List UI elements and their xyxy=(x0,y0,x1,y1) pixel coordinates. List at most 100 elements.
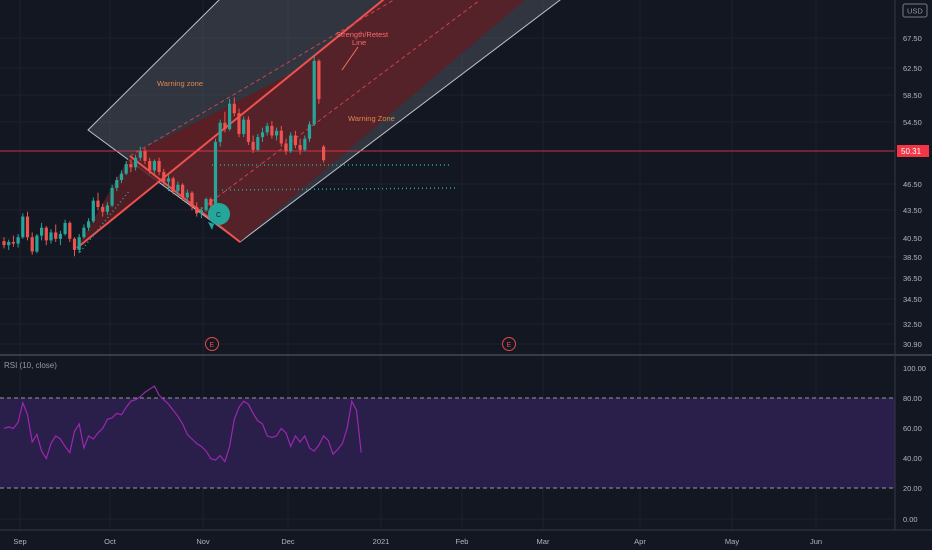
candle xyxy=(25,211,30,241)
time-tick: May xyxy=(725,537,739,546)
price-tick: 34.50 xyxy=(903,295,922,304)
candle xyxy=(101,203,105,217)
candle xyxy=(148,157,152,174)
candle xyxy=(213,138,218,208)
candle xyxy=(256,133,260,152)
candle xyxy=(190,191,194,211)
channel-mid-dashed xyxy=(129,0,395,157)
candle xyxy=(82,224,86,239)
candle xyxy=(40,222,44,241)
candle xyxy=(218,119,222,147)
rsi-axis[interactable]: 100.00 80.00 60.00 40.00 20.00 0.00 xyxy=(903,364,926,524)
candle xyxy=(251,135,255,153)
candle xyxy=(96,192,100,211)
candle xyxy=(270,121,274,139)
rsi-tick: 20.00 xyxy=(903,484,922,493)
rsi-line xyxy=(3,385,362,463)
candle xyxy=(68,221,72,242)
candle xyxy=(246,116,250,146)
circle-marker-label: C xyxy=(216,212,221,219)
candle xyxy=(322,145,326,163)
candle xyxy=(307,121,312,142)
candle xyxy=(275,127,279,141)
price-tick: 62.50 xyxy=(903,64,922,73)
price-axis[interactable]: 67.5062.5058.5054.5050.5046.5043.5040.50… xyxy=(903,34,922,349)
time-tick: Sep xyxy=(13,537,26,546)
rsi-pane: RSI (10, close) xyxy=(0,361,895,489)
time-tick: Dec xyxy=(281,537,295,546)
candle xyxy=(143,148,147,165)
regression-channel-lower xyxy=(130,0,525,242)
candle xyxy=(199,207,203,219)
time-tick: 2021 xyxy=(373,537,390,546)
candle xyxy=(129,159,133,173)
candle xyxy=(176,181,180,196)
candle xyxy=(35,234,39,254)
candle xyxy=(317,59,321,104)
candle xyxy=(228,98,232,131)
candle xyxy=(162,168,166,185)
price-tick: 30.90 xyxy=(903,340,922,349)
candle xyxy=(110,184,114,208)
candle xyxy=(284,138,288,155)
price-tick: 58.50 xyxy=(903,91,922,100)
time-tick: Jun xyxy=(810,537,822,546)
rsi-tick: 40.00 xyxy=(903,454,922,463)
candle xyxy=(44,226,48,246)
time-axis[interactable]: Sep Oct Nov Dec 2021 Feb Mar Apr May Jun xyxy=(13,537,822,546)
candle xyxy=(157,157,161,176)
candle xyxy=(195,202,199,217)
rsi-tick: 60.00 xyxy=(903,424,922,433)
earnings-marker-2[interactable]: E xyxy=(502,337,516,351)
candle xyxy=(293,130,297,149)
rsi-band xyxy=(0,398,895,488)
candle xyxy=(265,122,269,136)
price-tick: 36.50 xyxy=(903,274,922,283)
candle xyxy=(260,127,265,142)
rsi-title[interactable]: RSI (10, close) xyxy=(4,361,57,370)
candle xyxy=(138,146,142,161)
candle xyxy=(232,97,236,117)
candle xyxy=(185,189,189,203)
warning-zone-upper-label: Warning zone xyxy=(157,79,203,88)
candle xyxy=(289,132,293,153)
candle xyxy=(63,219,67,236)
price-tick: 40.50 xyxy=(903,234,922,243)
currency-badge[interactable]: USD xyxy=(902,3,928,18)
candle xyxy=(105,202,109,215)
candle xyxy=(16,234,20,248)
candle xyxy=(58,230,62,246)
strength-pointer xyxy=(341,46,359,71)
candle xyxy=(87,218,91,231)
candle xyxy=(279,125,283,147)
currency-label: USD xyxy=(907,7,923,16)
strength-retest-line xyxy=(76,0,385,249)
candle xyxy=(72,237,77,257)
strength-line-label-1: Strength/Retest xyxy=(336,30,389,39)
candle xyxy=(11,235,15,247)
rsi-tick: 80.00 xyxy=(903,394,922,403)
candle xyxy=(77,234,81,254)
candle xyxy=(2,237,6,249)
candle xyxy=(166,175,171,192)
last-price-tag: 50.31 xyxy=(897,145,929,157)
candles xyxy=(2,56,326,257)
price-tick: 43.50 xyxy=(903,206,922,215)
price-tick: 54.50 xyxy=(903,118,922,127)
earnings-marker-1[interactable]: E xyxy=(205,337,219,351)
candle xyxy=(134,154,138,171)
candle xyxy=(91,197,95,223)
earnings-marker-1-label: E xyxy=(210,342,215,349)
price-tick: 46.50 xyxy=(903,180,922,189)
circle-marker[interactable]: C xyxy=(208,203,230,230)
candle xyxy=(54,224,58,242)
candle xyxy=(30,232,34,255)
candle xyxy=(312,56,316,126)
candle xyxy=(223,111,227,133)
candle xyxy=(298,138,302,155)
rsi-tick: 0.00 xyxy=(903,515,918,524)
candle xyxy=(237,108,241,138)
time-tick: Oct xyxy=(104,537,117,546)
candle xyxy=(242,116,246,138)
